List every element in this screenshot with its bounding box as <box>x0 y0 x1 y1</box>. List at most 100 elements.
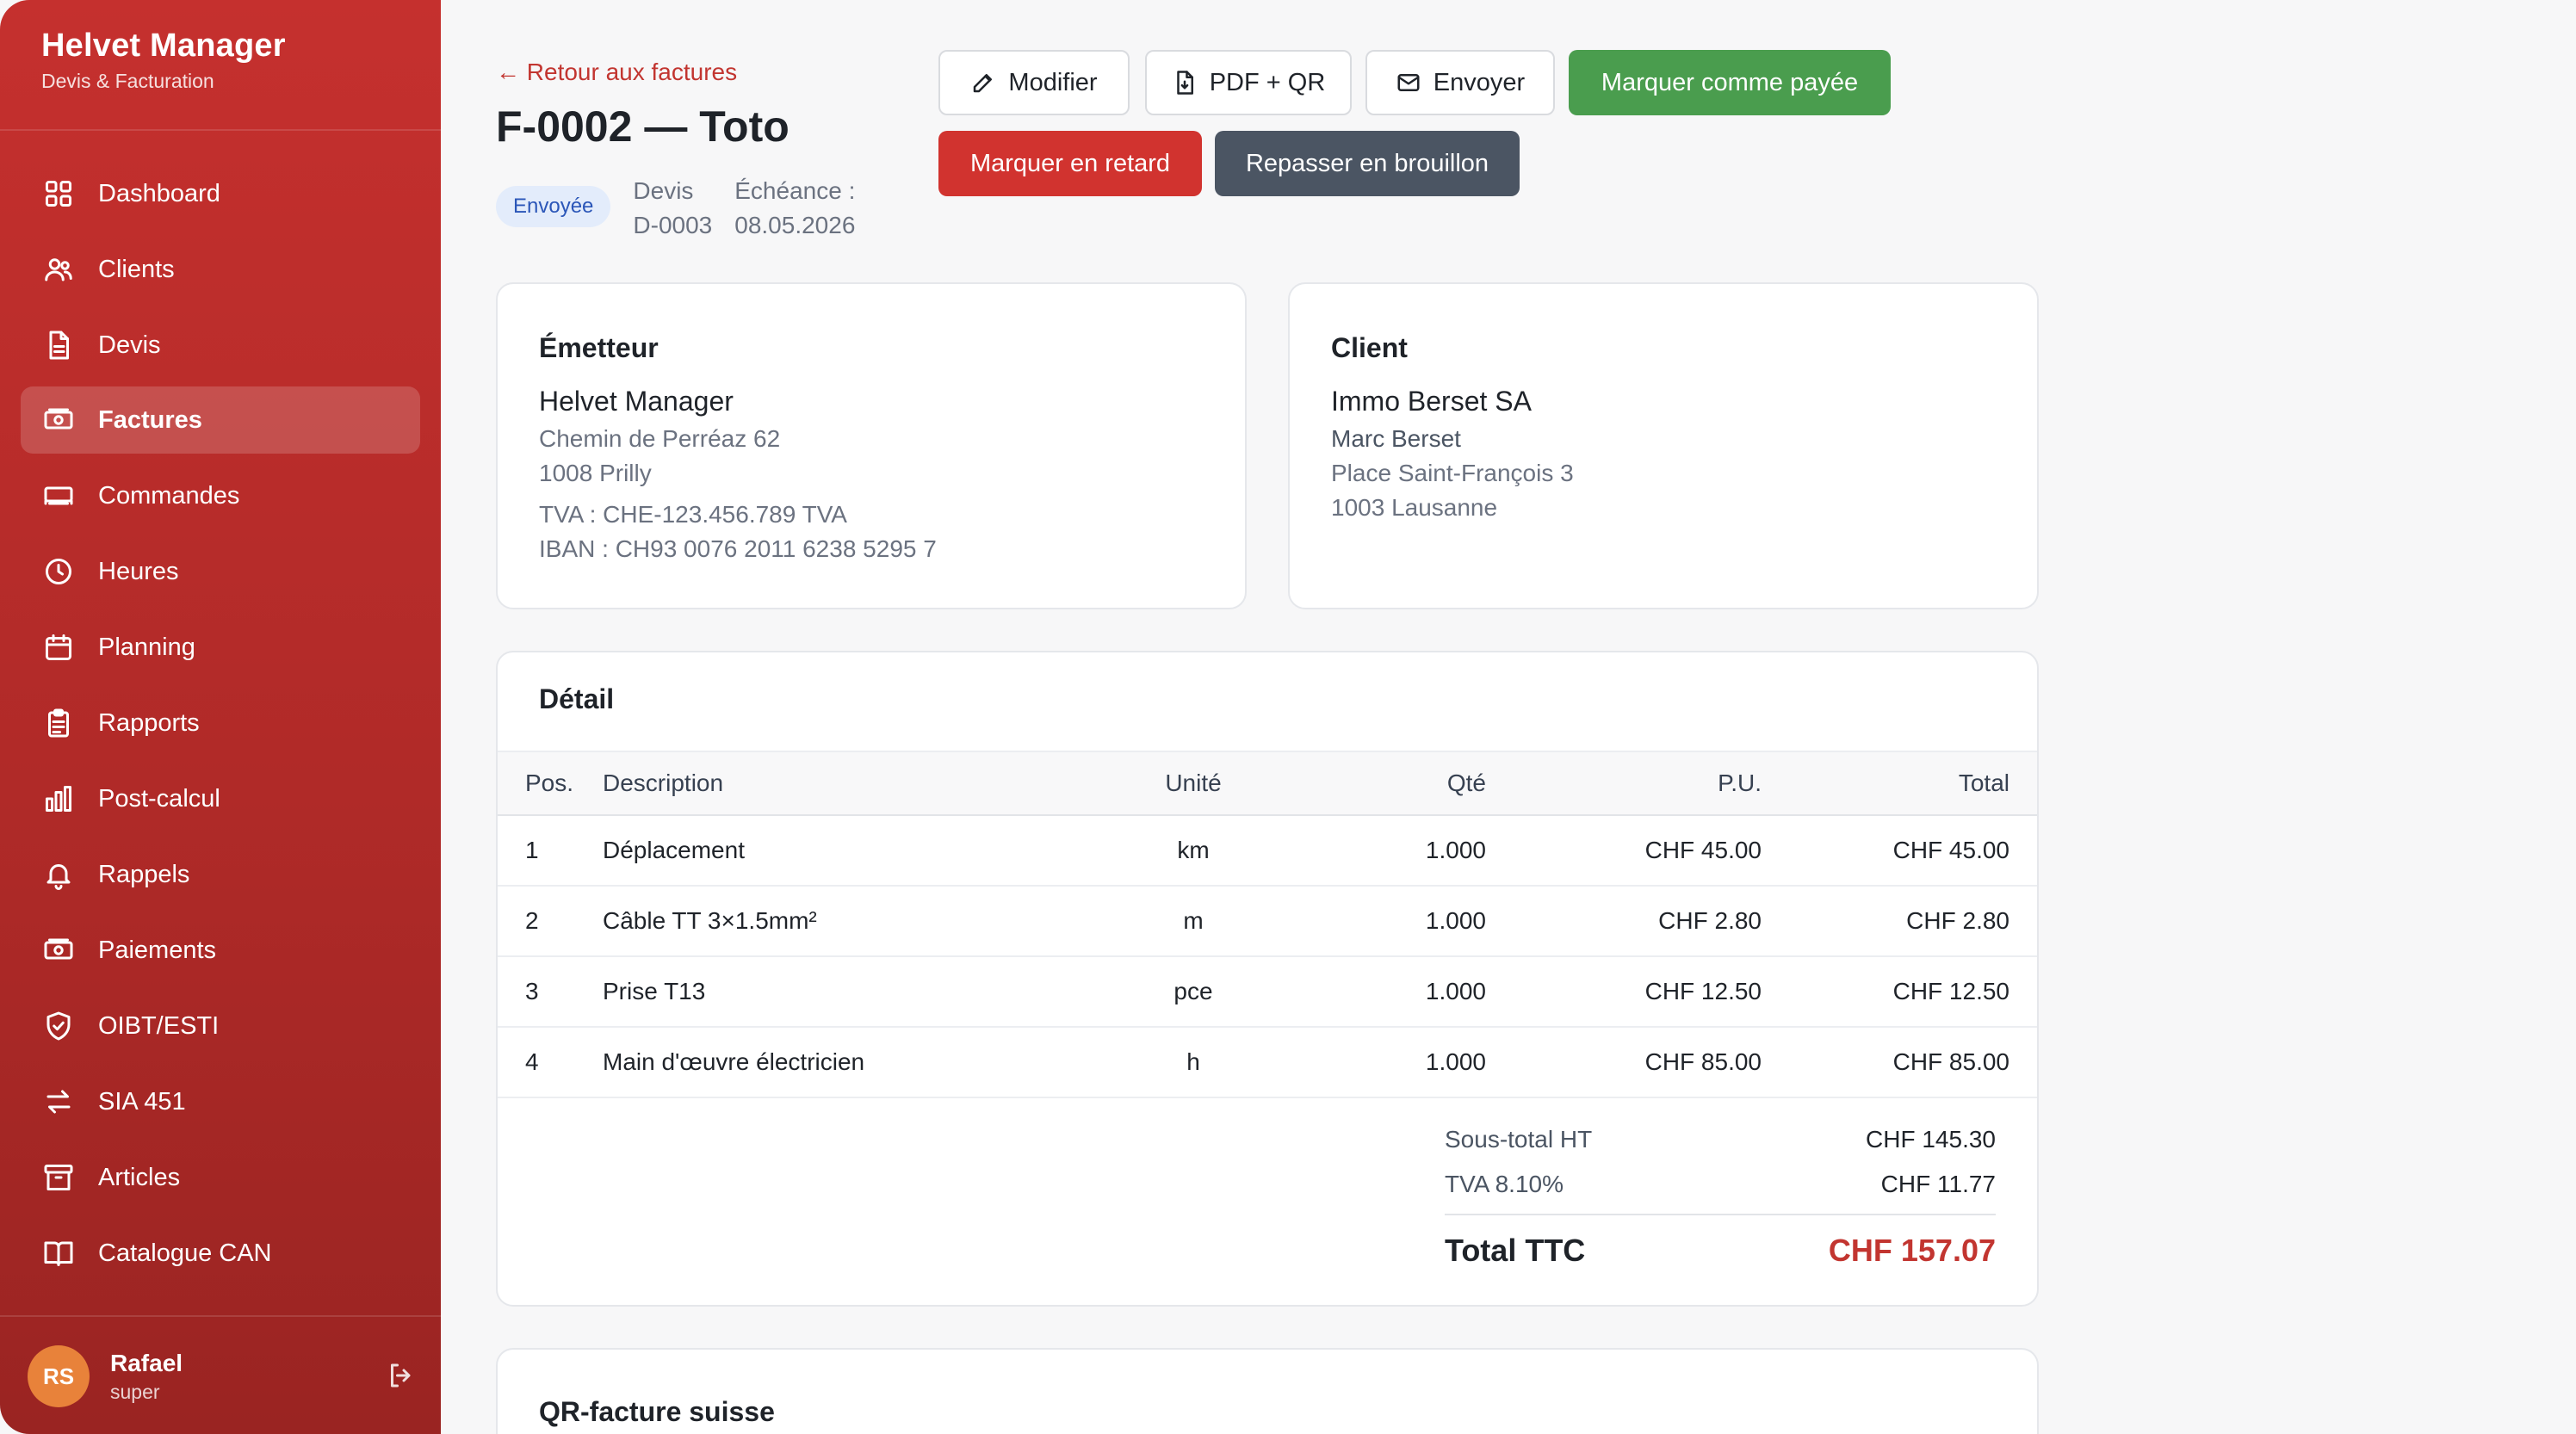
calendar-icon <box>41 630 76 664</box>
table-row: 2 Câble TT 3×1.5mm² m 1.000 CHF 2.80 CHF… <box>498 886 2037 957</box>
col-pos: Pos. <box>498 751 603 816</box>
issuer-title: Émetteur <box>539 332 659 363</box>
sidebar-item-label: Clients <box>98 255 175 283</box>
banknote-icon <box>41 933 76 967</box>
client-street: Place Saint-François 3 <box>1331 460 1574 486</box>
sidebar-item-catalogue-can[interactable]: Catalogue CAN <box>21 1220 420 1287</box>
sidebar-item-post-calcul[interactable]: Post-calcul <box>21 765 420 832</box>
cell-pos: 3 <box>498 956 603 1028</box>
send-button-label: Envoyer <box>1433 68 1526 96</box>
sidebar-item-sia-451[interactable]: SIA 451 <box>21 1068 420 1135</box>
sidebar-item-devis[interactable]: Devis <box>21 312 420 379</box>
brand-title: Helvet Manager <box>41 28 286 64</box>
book-icon <box>41 1236 76 1270</box>
client-name: Immo Berset SA <box>1331 386 1532 417</box>
sidebar-item-heures[interactable]: Heures <box>21 538 420 605</box>
cell-qty: 1.000 <box>1297 886 1486 957</box>
sidebar-item-commandes[interactable]: Commandes <box>21 462 420 529</box>
mark-late-button[interactable]: Marquer en retard <box>938 131 1202 196</box>
sidebar-item-label: Articles <box>98 1163 181 1191</box>
cell-description: Prise T13 <box>603 956 1090 1028</box>
logout-icon[interactable] <box>386 1360 420 1394</box>
subtotal-value: CHF 145.30 <box>1866 1126 1996 1153</box>
due-date: Échéance : 08.05.2026 <box>734 174 855 243</box>
col-unit: Unité <box>1090 751 1297 816</box>
sidebar-item-dashboard[interactable]: Dashboard <box>21 160 420 227</box>
sidebar-item-label: Heures <box>98 557 179 585</box>
table-row: 4 Main d'œuvre électricien h 1.000 CHF 8… <box>498 1027 2037 1098</box>
cell-total: CHF 12.50 <box>1762 956 2037 1028</box>
issuer-city: 1008 Prilly <box>539 460 652 486</box>
sidebar-item-label: Dashboard <box>98 179 220 207</box>
avatar[interactable]: RS <box>28 1345 90 1407</box>
sidebar-item-label: Catalogue CAN <box>98 1239 272 1267</box>
detail-card: Détail Pos. Description Unité Qté P.U. T… <box>496 651 2039 1307</box>
grand-total-row: Total TTC CHF 157.07 <box>1445 1233 1996 1269</box>
sidebar-item-label: Planning <box>98 633 195 661</box>
col-qty: Qté <box>1297 751 1486 816</box>
clipboard-icon <box>41 706 76 740</box>
sidebar-item-label: Rapports <box>98 708 200 737</box>
sidebar-item-rapports[interactable]: Rapports <box>21 689 420 757</box>
quote-value[interactable]: D-0003 <box>633 212 713 238</box>
issuer-iban: IBAN : CH93 0076 2011 6238 5295 7 <box>539 535 937 562</box>
sidebar-item-factures[interactable]: Factures <box>21 386 420 454</box>
items-table: Pos. Description Unité Qté P.U. Total 1 … <box>498 751 2037 1098</box>
edit-button[interactable]: Modifier <box>938 50 1130 115</box>
sidebar-item-oibt-esti[interactable]: OIBT/ESTI <box>21 992 420 1060</box>
sidebar-item-label: Commandes <box>98 481 240 510</box>
totals-divider <box>1445 1214 1996 1215</box>
grand-total-label: Total TTC <box>1445 1233 1586 1268</box>
page-title: F-0002 — Toto <box>496 102 790 151</box>
bell-icon <box>41 857 76 892</box>
cell-description: Déplacement <box>603 815 1090 887</box>
pdf-qr-button-label: PDF + QR <box>1209 68 1326 96</box>
vat-row: TVA 8.10% CHF 11.77 <box>1445 1171 1996 1198</box>
banknote-icon <box>41 403 76 437</box>
client-contact: Marc Berset <box>1331 425 1461 452</box>
subtotal-row: Sous-total HT CHF 145.30 <box>1445 1126 1996 1153</box>
user-role: super <box>110 1380 160 1403</box>
client-title: Client <box>1331 332 1408 363</box>
sidebar-item-label: Devis <box>98 331 161 359</box>
cell-unit: h <box>1090 1027 1297 1098</box>
sidebar-item-rappels[interactable]: Rappels <box>21 841 420 908</box>
send-button[interactable]: Envoyer <box>1365 50 1555 115</box>
cell-pos: 4 <box>498 1027 603 1098</box>
brand: Helvet Manager Devis & Facturation <box>41 28 286 93</box>
mark-paid-button[interactable]: Marquer comme payée <box>1569 50 1891 115</box>
clock-icon <box>41 554 76 589</box>
pdf-qr-button[interactable]: PDF + QR <box>1145 50 1352 115</box>
edit-icon <box>974 74 993 93</box>
vat-value: CHF 11.77 <box>1880 1171 1996 1197</box>
users-icon <box>41 252 76 287</box>
table-row: 3 Prise T13 pce 1.000 CHF 12.50 CHF 12.5… <box>498 956 2037 1028</box>
quote-label: Devis <box>633 177 694 204</box>
truck-icon <box>41 479 76 513</box>
back-to-invoices-link[interactable]: ← Retour aux factures <box>496 59 738 85</box>
issuer-name: Helvet Manager <box>539 386 734 417</box>
file-icon <box>41 328 76 362</box>
cell-total: CHF 2.80 <box>1762 886 2037 957</box>
bar-chart-icon <box>41 782 76 816</box>
table-row: 1 Déplacement km 1.000 CHF 45.00 CHF 45.… <box>498 815 2037 887</box>
sidebar-item-planning[interactable]: Planning <box>21 614 420 681</box>
qr-card: QR-facture suisse <box>496 1348 2039 1434</box>
archive-icon <box>41 1160 76 1195</box>
cell-total: CHF 85.00 <box>1762 1027 2037 1098</box>
sidebar-item-paiements[interactable]: Paiements <box>21 917 420 984</box>
back-to-draft-button[interactable]: Repasser en brouillon <box>1215 131 1520 196</box>
cell-pos: 2 <box>498 886 603 957</box>
sidebar: Helvet Manager Devis & Facturation Dashb… <box>0 0 441 1434</box>
due-label: Échéance : <box>734 177 856 204</box>
sidebar-item-label: OIBT/ESTI <box>98 1011 220 1040</box>
quote-ref: Devis D-0003 <box>633 174 712 243</box>
table-header-row: Pos. Description Unité Qté P.U. Total <box>498 751 2037 816</box>
cell-unit: pce <box>1090 956 1297 1028</box>
mail-icon <box>1397 74 1420 91</box>
sidebar-item-clients[interactable]: Clients <box>21 236 420 303</box>
sidebar-item-articles[interactable]: Articles <box>21 1144 420 1211</box>
invoice-meta: Envoyée Devis D-0003 Échéance : 08.05.20… <box>496 174 855 243</box>
sidebar-divider <box>0 129 441 131</box>
sidebar-item-label: Factures <box>98 405 202 434</box>
